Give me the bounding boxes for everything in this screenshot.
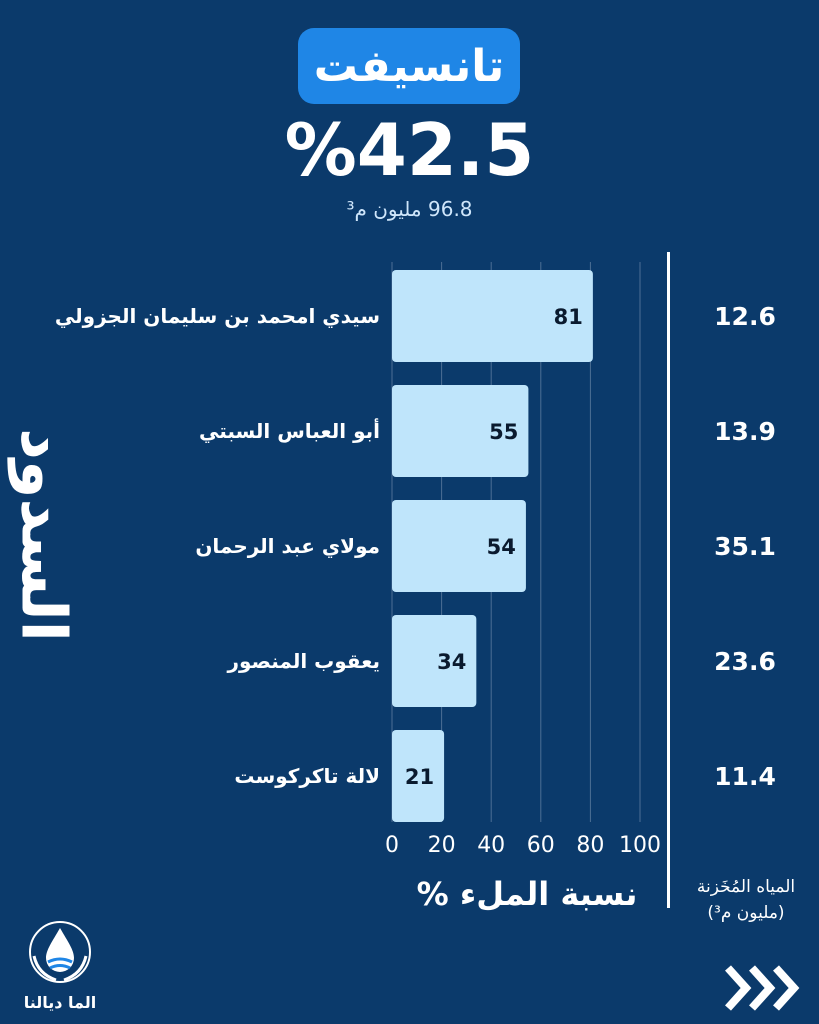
bar-value-label: 34	[437, 650, 466, 674]
x-axis-title: نسبة الملء %	[416, 875, 638, 913]
x-tick-label: 40	[477, 833, 505, 858]
column-divider	[667, 252, 670, 908]
region-badge: تانسيفت	[298, 28, 520, 104]
bar	[392, 500, 526, 592]
bar-value-label: 21	[405, 765, 434, 789]
bar-value-label: 81	[554, 305, 583, 329]
region-fill-rate: %42.5	[284, 108, 535, 192]
x-tick-label: 100	[619, 833, 661, 858]
x-tick-label: 80	[576, 833, 604, 858]
category-label: سيدي امحمد بن سليمان الجزولي	[55, 304, 380, 329]
x-tick-label: 20	[428, 833, 456, 858]
stored-volume-value: 23.6	[714, 647, 776, 676]
bar-value-label: 55	[489, 420, 518, 444]
stored-volume-value: 11.4	[714, 762, 776, 791]
bar-value-label: 54	[487, 535, 516, 559]
stored-volume-value: 12.6	[714, 302, 776, 331]
triple-chevron-right-icon	[725, 965, 800, 1011]
category-label: مولاي عبد الرحمان	[195, 534, 380, 559]
category-label: أبو العباس السبتي	[199, 417, 380, 444]
bar	[392, 730, 445, 822]
bar	[392, 615, 477, 707]
logo-text: الما ديالنا	[23, 993, 97, 1012]
volume-column-header: المياه المُخَزنة (مليون م³)	[680, 874, 812, 926]
logo: الما ديالنا	[22, 916, 98, 1012]
volume-header-line1: المياه المُخَزنة	[696, 877, 796, 897]
next-button[interactable]	[720, 960, 806, 1016]
x-tick-label: 60	[527, 833, 555, 858]
category-label: يعقوب المنصور	[227, 649, 381, 673]
category-label: لالة تاكركوست	[234, 764, 380, 788]
bar	[392, 385, 529, 477]
region-stored-volume: 96.8 مليون م³	[346, 197, 473, 221]
x-tick-label: 0	[385, 833, 399, 858]
stored-volume-value: 13.9	[714, 417, 776, 446]
bar	[392, 270, 593, 362]
stored-volume-value: 35.1	[714, 532, 776, 561]
volume-header-line2: (مليون م³)	[707, 903, 785, 923]
region-name: تانسيفت	[313, 40, 505, 92]
water-drop-hands-icon	[29, 921, 91, 983]
